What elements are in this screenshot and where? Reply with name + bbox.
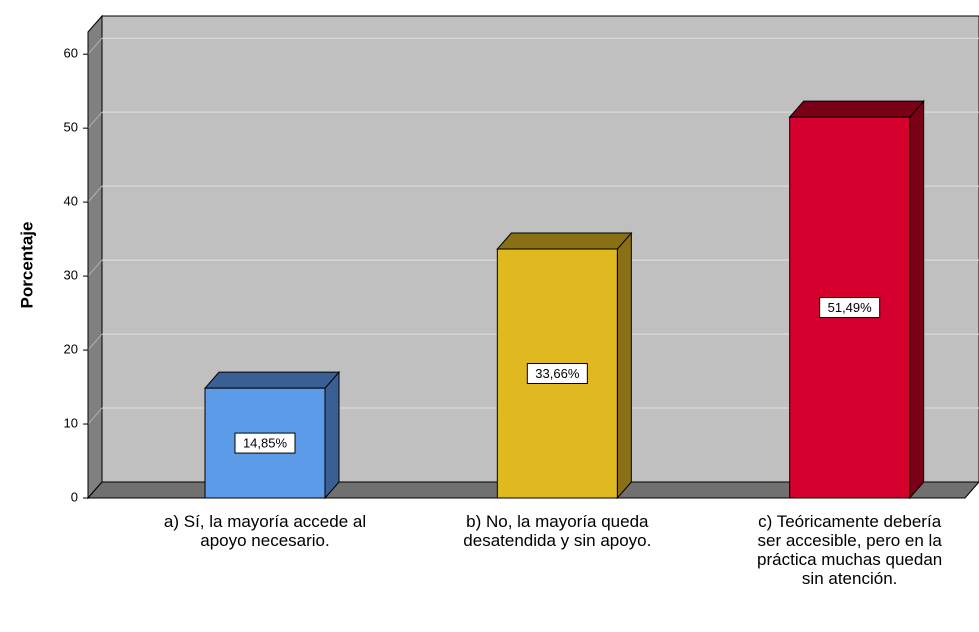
left-wall [87, 14, 103, 500]
grid-line [87, 333, 103, 351]
y-tick-label: 60 [64, 46, 78, 61]
y-tick-label: 0 [71, 489, 78, 504]
x-tick-label: b) No, la mayoría queda desatendida y si… [463, 512, 652, 550]
x-tick-label: a) Sí, la mayoría accede al apoyo necesa… [163, 512, 367, 550]
grid-line [87, 259, 103, 277]
value-label-box [819, 297, 881, 319]
bar-top [496, 232, 633, 250]
y-tick-label: 20 [64, 342, 78, 357]
bar-side [909, 99, 925, 500]
grid-line [87, 111, 103, 129]
value-label: 51,49% [828, 300, 873, 315]
x-tick-label: c) Teóricamente debería ser accesible, p… [757, 512, 943, 588]
y-tick-label: 10 [64, 415, 78, 430]
value-label: 33,66% [535, 366, 580, 381]
bar-top [203, 371, 341, 389]
bar-side [616, 231, 632, 500]
value-label: 14,85% [243, 436, 288, 451]
value-label-box [234, 432, 296, 454]
grid-line [87, 185, 103, 203]
y-tick-label: 40 [64, 194, 78, 209]
value-label-box [526, 363, 588, 385]
y-axis-title: Porcentaje [17, 222, 36, 309]
grid-line [87, 407, 103, 425]
bar-top [788, 100, 925, 118]
grid-line [87, 37, 103, 55]
y-tick-label: 30 [64, 268, 78, 283]
y-tick-label: 50 [64, 120, 78, 135]
bar-side [324, 370, 340, 500]
